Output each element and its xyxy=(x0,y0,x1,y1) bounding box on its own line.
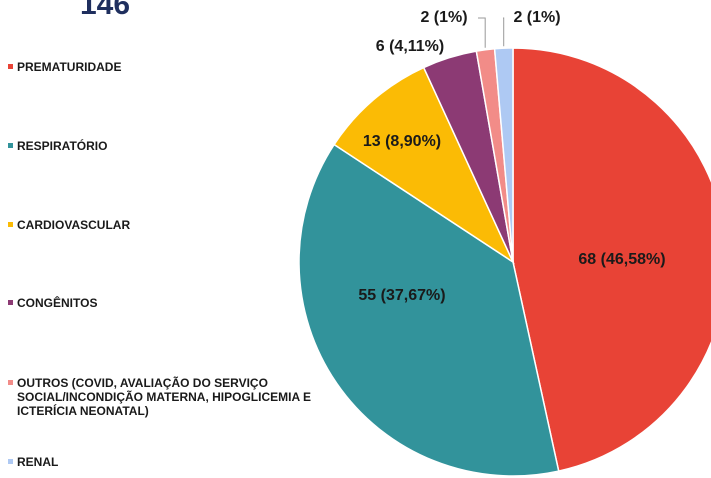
leader-line xyxy=(478,17,486,48)
legend-entry: CARDIOVASCULAR xyxy=(8,218,337,232)
chart-title: 146 xyxy=(80,0,131,21)
legend-swatch xyxy=(8,64,13,69)
pie-slice xyxy=(493,47,514,263)
legend-swatch xyxy=(8,222,13,227)
pie-slice xyxy=(298,143,560,477)
legend-swatch xyxy=(8,380,13,385)
legend-label: RESPIRATÓRIO xyxy=(17,139,108,153)
legend-entry: PREMATURIDADE xyxy=(8,60,337,74)
data-label: 68 (46,58%) xyxy=(578,251,665,268)
legend-label: PREMATURIDADE xyxy=(17,60,122,74)
legend-label: CARDIOVASCULAR xyxy=(17,218,131,232)
legend-swatch xyxy=(8,459,13,464)
leader-line xyxy=(503,17,505,47)
data-label: 2 (1%) xyxy=(513,9,560,26)
data-label: 13 (8,90%) xyxy=(363,133,441,150)
legend-entry: RESPIRATÓRIO xyxy=(8,139,337,153)
data-label: 55 (37,67%) xyxy=(358,287,445,304)
legend-entry: CONGÊNITOS xyxy=(8,296,337,310)
data-label: 6 (4,11%) xyxy=(376,38,444,55)
pie-slice xyxy=(512,47,711,472)
legend-swatch xyxy=(8,300,13,305)
legend-entry: OUTROS (COVID, AVALIAÇÃO DO SERVIÇO SOCI… xyxy=(8,376,337,418)
legend-label: RENAL xyxy=(17,455,59,469)
legend-swatch xyxy=(8,143,13,148)
data-label: 2 (1%) xyxy=(420,9,467,26)
legend-label: CONGÊNITOS xyxy=(17,296,98,310)
pie-slice xyxy=(333,66,515,265)
legend-label: OUTROS (COVID, AVALIAÇÃO DO SERVIÇO SOCI… xyxy=(17,376,311,418)
legend-entry: RENAL xyxy=(8,455,337,469)
